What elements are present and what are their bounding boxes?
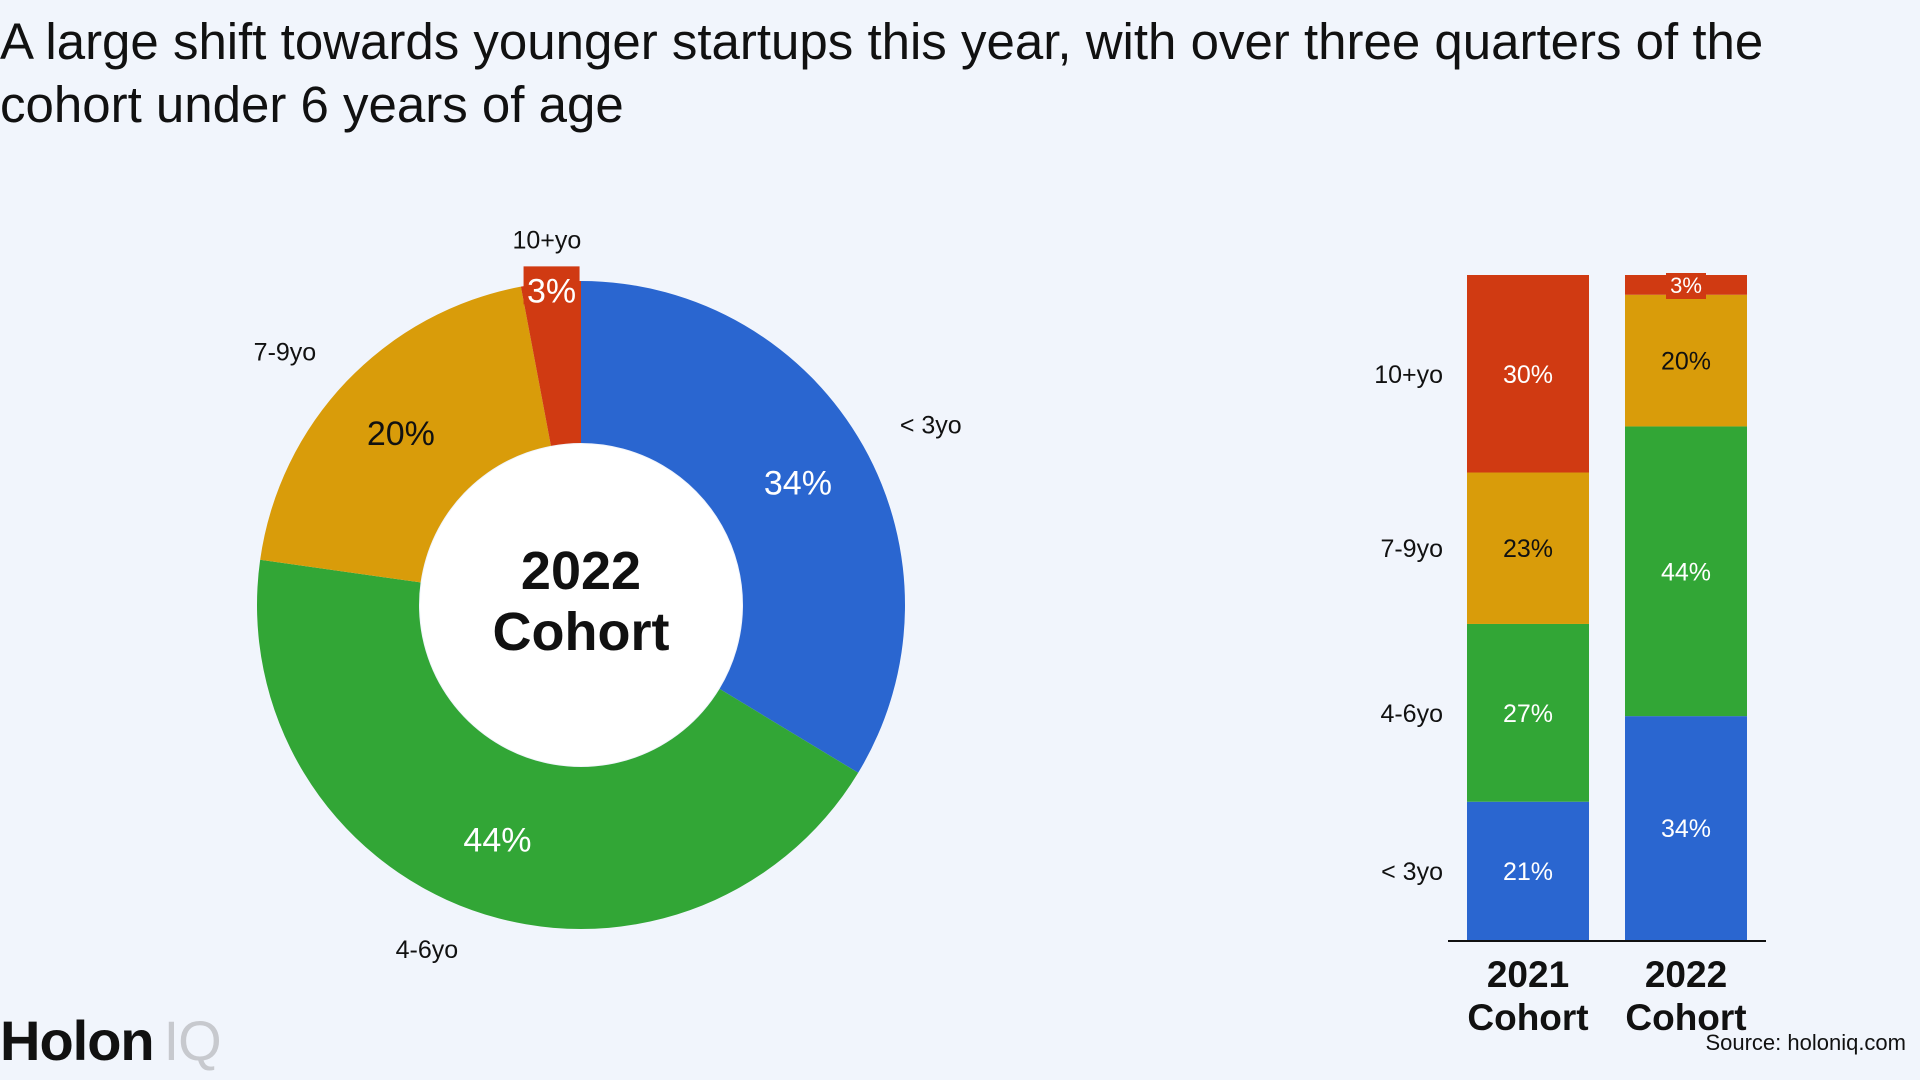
donut-center-label-0: 2022: [521, 541, 641, 601]
donut-category-label-10-yo: 10+yo: [512, 227, 581, 255]
donut-slice-10-yo: [520, 281, 581, 446]
donut-chart: 34% < 3yo 44% 4-6yo 20% 7-9yo 3% 10+yo 2022Cohor…: [254, 227, 962, 964]
bar-2022-cohort-7-9yo: [1625, 294, 1747, 427]
source-note: Source: holoniq.com: [1705, 1030, 1906, 1055]
bar-segment-label-10-yo: 10+yo: [1374, 361, 1443, 389]
bar-value-label-2021-cohort-10-yo: 30%: [1503, 361, 1553, 389]
bar-2021-cohort-4-6yo: [1467, 623, 1589, 802]
donut-value-label-4-6yo: 44%: [463, 822, 531, 860]
bar-value-bg-2022-cohort-10-yo: [1666, 273, 1706, 299]
bar-value-label-2022-cohort-10-yo: 3%: [1670, 273, 1702, 298]
bar-segment-label-3yo: < 3yo: [1381, 858, 1443, 886]
page-title: A large shift towards younger startups t…: [0, 13, 1764, 133]
bar-segment-label-4-6yo: 4-6yo: [1380, 700, 1443, 728]
donut-slice-4-6yo: [257, 559, 859, 929]
bar-category-label-2021-cohort-1: Cohort: [1467, 997, 1588, 1038]
donut-category-label-7-9yo: 7-9yo: [254, 338, 317, 366]
bar-2021-cohort-7-9yo: [1467, 472, 1589, 624]
bar-value-label-2021-cohort-7-9yo: 23%: [1503, 535, 1553, 563]
bar-value-label-2022-cohort-3yo: 34%: [1661, 815, 1711, 843]
stacked-bar-chart: 21%27%23%30%2021Cohort34%44%20%3%2022Coh…: [1374, 273, 1766, 1038]
brand-logo: Holon IQ: [0, 1008, 222, 1073]
bar-2022-cohort-4-6yo: [1625, 426, 1747, 717]
donut-value-label-10-yo: 3%: [527, 272, 576, 310]
bar-2021-cohort-10-yo: [1467, 275, 1589, 473]
donut-hole: [420, 444, 742, 766]
bar-category-label-2022-cohort-1: Cohort: [1625, 997, 1746, 1038]
bar-value-label-2021-cohort-3yo: 21%: [1503, 858, 1553, 886]
donut-value-label-7-9yo: 20%: [367, 415, 435, 453]
donut-value-bg-10-yo: [523, 266, 580, 305]
bar-2021-cohort-3yo: [1467, 801, 1589, 940]
bar-2022-cohort-3yo: [1625, 716, 1747, 940]
donut-category-label-3yo: < 3yo: [900, 411, 962, 439]
donut-value-label-3yo: 34%: [764, 465, 832, 503]
brand-suffix: IQ: [163, 1009, 222, 1072]
donut-slice-3yo: [581, 281, 905, 773]
donut-category-label-4-6yo: 4-6yo: [396, 936, 459, 964]
brand-name: Holon: [0, 1009, 155, 1072]
donut-center-label-1: Cohort: [493, 602, 670, 662]
bar-category-label-2022-cohort-0: 2022: [1645, 954, 1727, 995]
donut-slice-7-9yo: [260, 286, 551, 583]
bar-value-label-2021-cohort-4-6yo: 27%: [1503, 700, 1553, 728]
bar-segment-label-7-9yo: 7-9yo: [1380, 535, 1443, 563]
bar-category-label-2021-cohort-0: 2021: [1487, 954, 1569, 995]
bar-value-label-2022-cohort-7-9yo: 20%: [1661, 348, 1711, 376]
bar-value-label-2022-cohort-4-6yo: 44%: [1661, 558, 1711, 586]
